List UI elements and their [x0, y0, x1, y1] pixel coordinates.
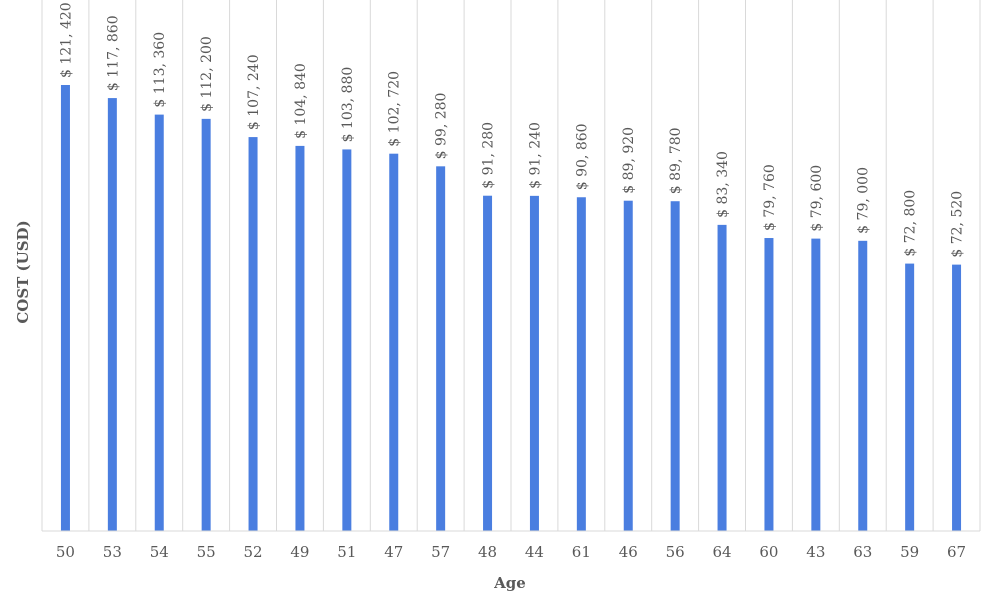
x-tick-label-64: 64 — [713, 543, 732, 561]
bar-63 — [858, 240, 868, 531]
bar-55 — [201, 118, 211, 531]
bar-51 — [342, 149, 352, 532]
data-label-59: $ 72, 800 — [903, 190, 919, 257]
data-label-60: $ 79, 760 — [762, 164, 778, 231]
bar-46 — [623, 200, 633, 531]
x-tick-label-52: 52 — [244, 543, 263, 561]
bar-50 — [60, 85, 70, 531]
bar-64 — [717, 224, 727, 531]
x-tick-label-61: 61 — [572, 543, 591, 561]
x-tick-label-55: 55 — [197, 543, 216, 561]
bar-57 — [436, 166, 446, 532]
x-tick-labels: 50 53 54 55 52 49 51 47 57 48 44 61 46 56 64 60 43 63 59 67 — [56, 543, 966, 561]
x-tick-label-57: 57 — [431, 543, 450, 561]
x-tick-label-56: 56 — [666, 543, 685, 561]
bar-53 — [107, 98, 117, 531]
data-labels: $ 121, 420 $ 117, 860 $ 113, 360 $ 112, 200… — [58, 2, 965, 257]
x-tick-label-48: 48 — [478, 543, 497, 561]
x-tick-label-59: 59 — [900, 543, 919, 561]
y-axis-title: COST (USD) — [14, 220, 32, 323]
x-tick-label-44: 44 — [525, 543, 544, 561]
data-label-63: $ 79, 000 — [856, 167, 872, 234]
bar-56 — [670, 201, 680, 531]
x-tick-label-47: 47 — [384, 543, 403, 561]
x-tick-label-50: 50 — [56, 543, 75, 561]
data-label-52: $ 107, 240 — [246, 54, 262, 130]
data-label-67: $ 72, 520 — [950, 191, 966, 258]
data-label-44: $ 91, 240 — [527, 122, 543, 189]
data-label-49: $ 104, 840 — [293, 63, 309, 139]
data-label-57: $ 99, 280 — [434, 93, 450, 160]
x-axis-title: Age — [493, 574, 526, 592]
bar-54 — [154, 114, 164, 532]
data-label-61: $ 90, 860 — [574, 123, 590, 190]
x-tick-label-49: 49 — [290, 543, 309, 561]
x-tick-label-53: 53 — [103, 543, 122, 561]
x-tick-label-60: 60 — [759, 543, 778, 561]
x-tick-label-43: 43 — [806, 543, 825, 561]
data-label-54: $ 113, 360 — [152, 32, 168, 108]
x-tick-label-51: 51 — [337, 543, 356, 561]
bar-61 — [576, 197, 586, 532]
data-label-55: $ 112, 200 — [199, 36, 215, 112]
data-label-43: $ 79, 600 — [809, 165, 825, 232]
data-label-64: $ 83, 340 — [715, 151, 731, 218]
grid-lines — [41, 0, 981, 531]
bar-60 — [764, 238, 774, 532]
bar-44 — [529, 195, 539, 532]
bar-43 — [811, 238, 821, 531]
data-label-53: $ 117, 860 — [105, 15, 121, 91]
data-label-56: $ 89, 780 — [668, 127, 684, 194]
bar-49 — [295, 145, 305, 531]
x-tick-label-46: 46 — [619, 543, 638, 561]
bars — [60, 85, 962, 532]
data-label-50: $ 121, 420 — [58, 2, 74, 78]
data-label-46: $ 89, 920 — [621, 127, 637, 194]
bar-59 — [905, 263, 915, 531]
bar-52 — [248, 137, 258, 531]
data-label-51: $ 103, 880 — [340, 67, 356, 143]
bar-48 — [483, 195, 493, 531]
x-tick-label-54: 54 — [150, 543, 169, 561]
data-label-48: $ 91, 280 — [481, 122, 497, 189]
bar-67 — [952, 264, 962, 531]
bar-47 — [389, 153, 399, 531]
x-tick-label-63: 63 — [853, 543, 872, 561]
data-label-47: $ 102, 720 — [387, 71, 403, 147]
x-tick-label-67: 67 — [947, 543, 966, 561]
